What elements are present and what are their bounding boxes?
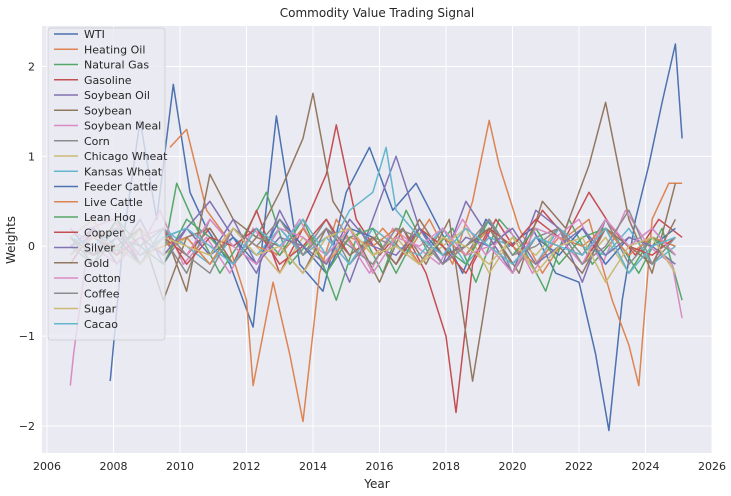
x-tick-label: 2018 (432, 460, 460, 473)
legend-label: Natural Gas (84, 59, 149, 72)
legend-label: Cotton (84, 272, 121, 285)
y-tick-label: −1 (19, 330, 35, 343)
x-tick-labels: 2006 2008 2010 2012 2014 2016 2018 2020 2022 2024… (33, 460, 726, 473)
y-tick-label: −2 (19, 420, 35, 433)
series-line-2 (69, 182, 683, 301)
y-tick-label: 1 (28, 150, 35, 163)
legend-label: Cacao (84, 318, 118, 331)
legend-label: Live Cattle (84, 196, 143, 209)
x-tick-label: 2024 (631, 460, 659, 473)
legend-label: Soybean (84, 104, 132, 117)
legend-label: WTI (84, 28, 105, 41)
x-tick-label: 2016 (365, 460, 393, 473)
series-line-12 (69, 218, 676, 274)
y-tick-labels: −2 −1 0 1 2 (19, 60, 35, 433)
chart-title: Commodity Value Trading Signal (280, 6, 474, 20)
legend: WTI Heating Oil Natural Gas Gasoline Soybean… (47, 27, 168, 341)
x-tick-label: 2010 (166, 460, 194, 473)
series-line-1 (169, 119, 683, 423)
legend-label: Soybean Meal (84, 120, 161, 133)
legend-label: Soybean Oil (84, 89, 150, 102)
x-tick-label: 2022 (565, 460, 593, 473)
series-lines (69, 43, 683, 432)
legend-label: Lean Hog (84, 211, 136, 224)
legend-label: Gasoline (84, 74, 132, 87)
legend-label: Feeder Cattle (84, 181, 158, 194)
x-tick-label: 2008 (99, 460, 127, 473)
x-tick-label: 2026 (698, 460, 726, 473)
legend-label: Heating Oil (84, 43, 145, 56)
legend-label: Corn (84, 135, 110, 148)
x-tick-label: 2014 (299, 460, 327, 473)
series-line-14 (69, 218, 676, 265)
legend-label: Silver (84, 242, 115, 255)
y-tick-label: 2 (28, 60, 35, 73)
series-line-0 (109, 43, 683, 432)
legend-entries: WTI Heating Oil Natural Gas Gasoline Soybean… (54, 28, 168, 331)
series-line-15 (69, 218, 677, 301)
x-axis-label: Year (363, 477, 389, 491)
legend-label: Kansas Wheat (84, 165, 163, 178)
y-tick-label: 0 (28, 240, 35, 253)
series-line-19 (70, 146, 676, 274)
legend-label: Copper (84, 226, 124, 239)
x-tick-label: 2020 (498, 460, 526, 473)
legend-label: Sugar (84, 303, 117, 316)
y-axis-label: Weights (4, 216, 18, 264)
x-tick-label: 2006 (33, 460, 61, 473)
legend-label: Chicago Wheat (84, 150, 168, 163)
legend-label: Gold (84, 257, 109, 270)
x-tick-label: 2012 (232, 460, 260, 473)
legend-label: Coffee (84, 287, 120, 300)
series-line-18 (69, 227, 677, 283)
